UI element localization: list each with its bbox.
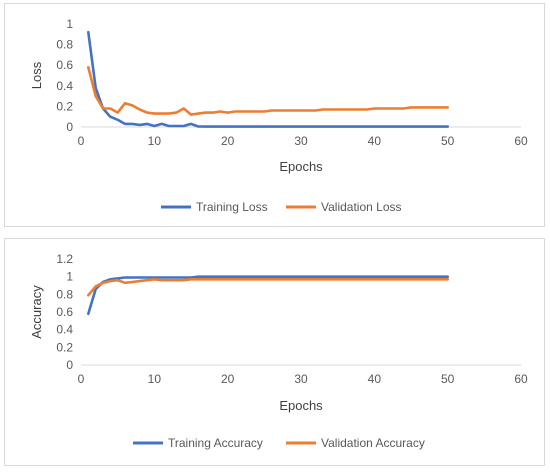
y-tick-label: 1 bbox=[66, 17, 73, 31]
x-axis-title: Epochs bbox=[279, 398, 323, 413]
legend-label: Validation Loss bbox=[321, 200, 402, 214]
series-line-1 bbox=[87, 65, 450, 116]
series-line-0 bbox=[87, 275, 450, 316]
y-tick-label: 1 bbox=[66, 270, 73, 284]
loss-chart: 0 0.2 0.4 0.6 0.8 1 0 10 20 30 40 50 60 Epochs Loss Tra… bbox=[4, 3, 545, 227]
legend-label: Training Loss bbox=[196, 200, 268, 214]
loss-chart-svg: 00.20.40.60.810 10 20 30 40 50 60EpochsLossTra… bbox=[29, 17, 528, 214]
x-tick-label: 40 bbox=[368, 372, 382, 386]
legend-label: Training Accuracy bbox=[168, 436, 263, 450]
x-tick-label: 20 bbox=[221, 134, 235, 148]
y-axis-title: Loss bbox=[29, 61, 44, 89]
x-axis-title: Epochs bbox=[279, 159, 323, 174]
x-tick-label: 20 bbox=[221, 372, 235, 386]
y-tick-label: 0.2 bbox=[56, 99, 73, 113]
x-tick-label: 30 bbox=[294, 372, 308, 386]
x-tick-label: 10 bbox=[148, 134, 162, 148]
y-tick-label: 0.2 bbox=[56, 340, 73, 354]
x-tick-label: 60 bbox=[514, 372, 528, 386]
x-tick-label: 50 bbox=[441, 134, 455, 148]
x-tick-label: 10 bbox=[148, 372, 162, 386]
y-tick-label: 0.4 bbox=[56, 79, 73, 93]
accuracy-chart: 0 0.2 0.4 0.6 0.8 1 1.2 0 10 20 30 40 50 60 Epochs Accu… bbox=[4, 238, 545, 466]
x-tick-label: 30 bbox=[294, 134, 308, 148]
y-tick-label: 1.2 bbox=[56, 252, 73, 266]
x-tick-label: 40 bbox=[368, 134, 382, 148]
y-axis-title: Accuracy bbox=[29, 285, 44, 339]
y-tick-label: 0 bbox=[66, 358, 73, 372]
accuracy-chart-svg: 0 0.2 0.4 0.6 0.8 1 1.2 0 10 20 30 40 50 60 Epochs Accu… bbox=[29, 252, 528, 450]
y-tick-label: 0.8 bbox=[56, 38, 73, 52]
y-tick-label: 0.8 bbox=[56, 287, 73, 301]
series-line-0 bbox=[87, 30, 450, 128]
legend-label: Validation Accuracy bbox=[321, 436, 425, 450]
x-tick-label: 60 bbox=[514, 134, 528, 148]
x-tick-label: 0 bbox=[78, 372, 85, 386]
y-tick-label: 0.4 bbox=[56, 323, 73, 337]
x-tick-label: 0 bbox=[78, 134, 85, 148]
y-tick-label: 0 bbox=[66, 120, 73, 134]
x-tick-label: 50 bbox=[441, 372, 455, 386]
y-tick-label: 0.6 bbox=[56, 305, 73, 319]
y-tick-label: 0.6 bbox=[56, 58, 73, 72]
series-line-1 bbox=[87, 277, 450, 297]
